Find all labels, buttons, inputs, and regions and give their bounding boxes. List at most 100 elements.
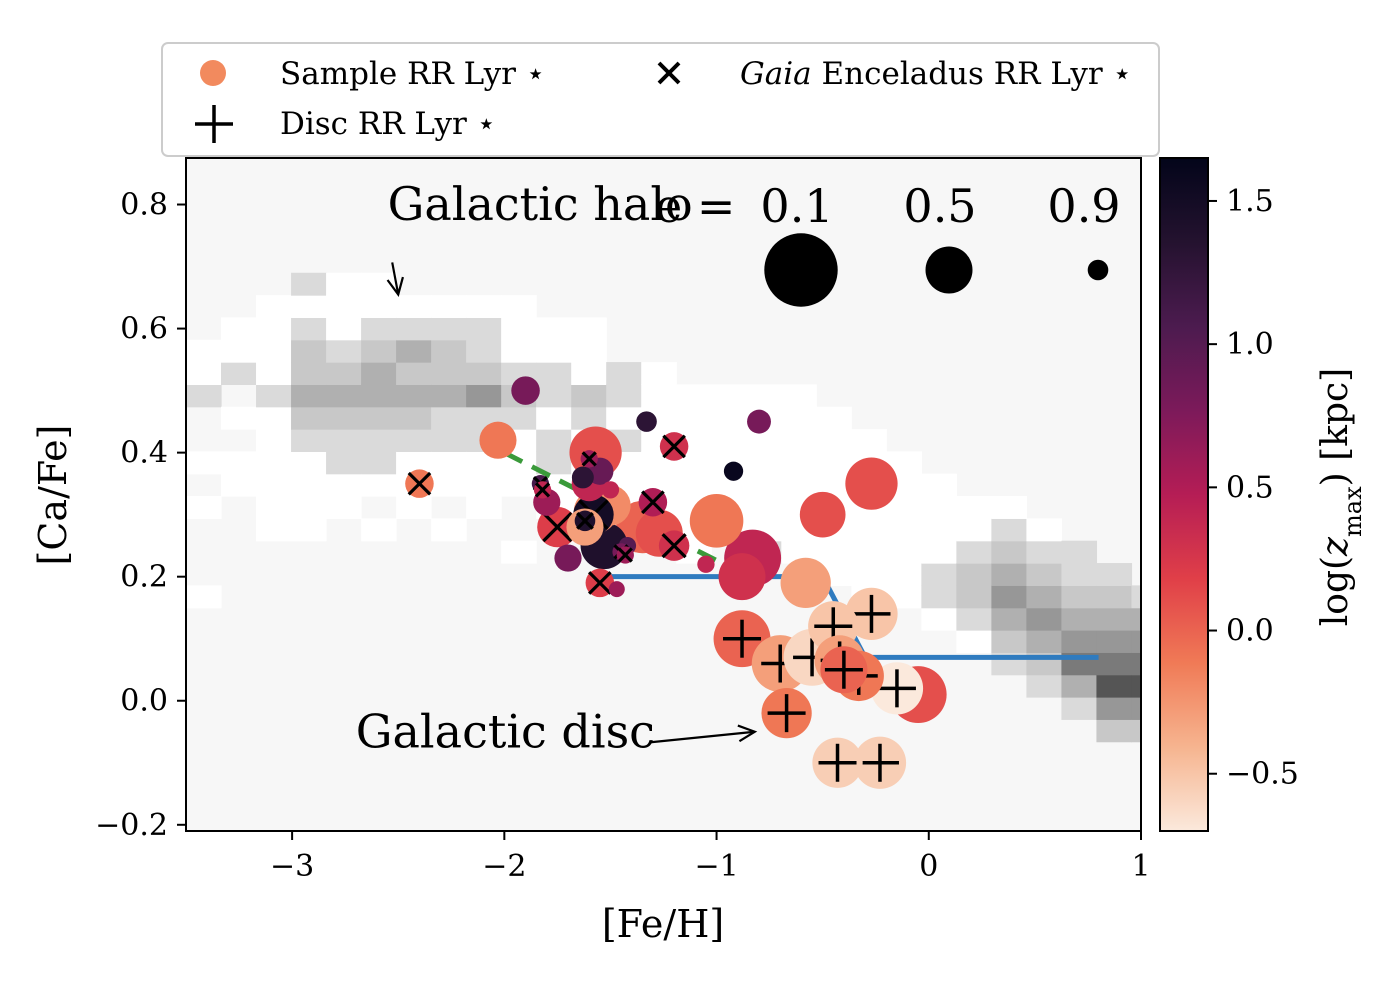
density-cell — [816, 540, 852, 564]
density-cell — [956, 540, 992, 564]
density-cell — [1237, 697, 1273, 720]
density-cell — [326, 317, 362, 341]
density-cell — [851, 518, 887, 542]
x-tick-label: 1 — [1131, 849, 1150, 884]
density-cell — [396, 295, 432, 319]
density-cell — [1096, 674, 1133, 698]
sample-point — [845, 457, 898, 510]
density-cell — [781, 384, 817, 408]
density-cell — [1272, 652, 1308, 675]
disc-marker — [723, 619, 762, 658]
sample-point — [554, 544, 582, 572]
density-cell — [186, 362, 222, 386]
density-cell — [641, 384, 677, 408]
density-cell — [396, 406, 432, 430]
density-cell — [501, 540, 537, 564]
gaia-marker-stroke — [661, 533, 687, 559]
annotation-text: Galactic disc — [356, 704, 655, 758]
density-cell — [186, 585, 222, 609]
density-cell — [1307, 675, 1343, 698]
density-cell — [991, 563, 1027, 586]
legend-frame — [161, 42, 1160, 157]
gaia-enceladus-marker — [534, 482, 551, 498]
density-cell — [1026, 540, 1063, 564]
density-cell — [886, 518, 922, 542]
density-cell — [256, 362, 292, 386]
sample-point — [799, 491, 846, 538]
sample-point — [479, 421, 517, 459]
legend-label-disc: Disc RR Lyr ⋆ — [280, 106, 496, 142]
density-cell — [991, 518, 1027, 542]
density-cell — [956, 496, 992, 519]
density-cell — [291, 429, 327, 452]
density-cell — [816, 429, 852, 452]
density-cell — [781, 406, 817, 430]
density-cell — [886, 563, 922, 586]
density-cell — [361, 317, 397, 341]
density-cell — [781, 429, 817, 452]
density-cell — [1096, 719, 1133, 743]
density-cell — [501, 295, 537, 319]
y-tick-label: 0.6 — [120, 312, 168, 347]
density-cell — [466, 473, 502, 497]
density-cell — [956, 518, 992, 542]
density-cell — [886, 585, 922, 609]
density-cell — [361, 384, 397, 408]
density-cell — [186, 451, 222, 475]
density-cell — [1026, 518, 1063, 542]
density-cell — [1096, 697, 1133, 720]
density-cell — [256, 473, 292, 497]
density-cell — [536, 339, 572, 363]
colorbar: −0.5 0.0 0.5 1.0 1.5 log(zmax) [kpc] — [1159, 157, 1367, 832]
density-cell — [956, 563, 992, 586]
density-cell — [676, 473, 712, 497]
density-cell — [1131, 630, 1141, 653]
density-cell — [221, 362, 257, 386]
density-cell — [221, 473, 257, 497]
disc-marker — [767, 694, 806, 733]
density-cell — [711, 429, 747, 452]
density-cell — [361, 272, 397, 296]
density-cell — [746, 451, 782, 475]
density-cell — [886, 540, 922, 564]
colorbar-label-part: z — [1315, 536, 1356, 557]
density-cell — [431, 295, 467, 319]
eccentricity-key: e = 0.1 0.5 0.9 — [655, 179, 1121, 307]
colorbar-tick-label: 0.0 — [1226, 614, 1274, 649]
y-axis-ticks: −0.2 0.0 0.2 0.4 0.6 0.8 — [95, 188, 186, 843]
density-cell — [571, 339, 607, 363]
density-cell — [536, 384, 572, 408]
y-tick-label: 0.2 — [120, 560, 168, 595]
density-cell — [1096, 585, 1133, 609]
density-cell — [991, 630, 1027, 653]
density-cell — [326, 272, 362, 296]
sample-point — [718, 553, 766, 601]
density-cell — [1026, 630, 1063, 653]
density-cell — [1342, 697, 1378, 720]
legend-label-gaia-italic: Gaia — [740, 56, 812, 92]
density-cell — [1237, 652, 1273, 675]
x-tick-label: 0 — [919, 849, 938, 884]
x-axis-label: [Fe/H] — [602, 902, 724, 946]
density-cell — [536, 317, 572, 341]
ecc-key-dot — [925, 246, 973, 294]
density-cell — [431, 518, 467, 542]
density-cell — [326, 496, 362, 519]
sample-point — [571, 466, 594, 489]
density-cell — [606, 406, 642, 430]
density-cell — [851, 540, 887, 564]
gaia-marker-stroke — [581, 451, 597, 467]
colorbar-label-part: max — [1339, 486, 1367, 537]
colorbar-gradient — [1159, 157, 1209, 832]
annotations: Galactic halo Galactic disc — [356, 177, 758, 758]
density-cell — [676, 384, 712, 408]
density-cell — [1342, 675, 1378, 698]
density-cell — [466, 362, 502, 386]
density-cell — [746, 473, 782, 497]
density-cell — [1131, 607, 1141, 631]
density-cell — [1061, 630, 1098, 653]
density-cell — [886, 451, 922, 475]
density-cell — [1131, 719, 1141, 743]
density-cell — [1272, 697, 1308, 720]
density-cell — [291, 496, 327, 519]
